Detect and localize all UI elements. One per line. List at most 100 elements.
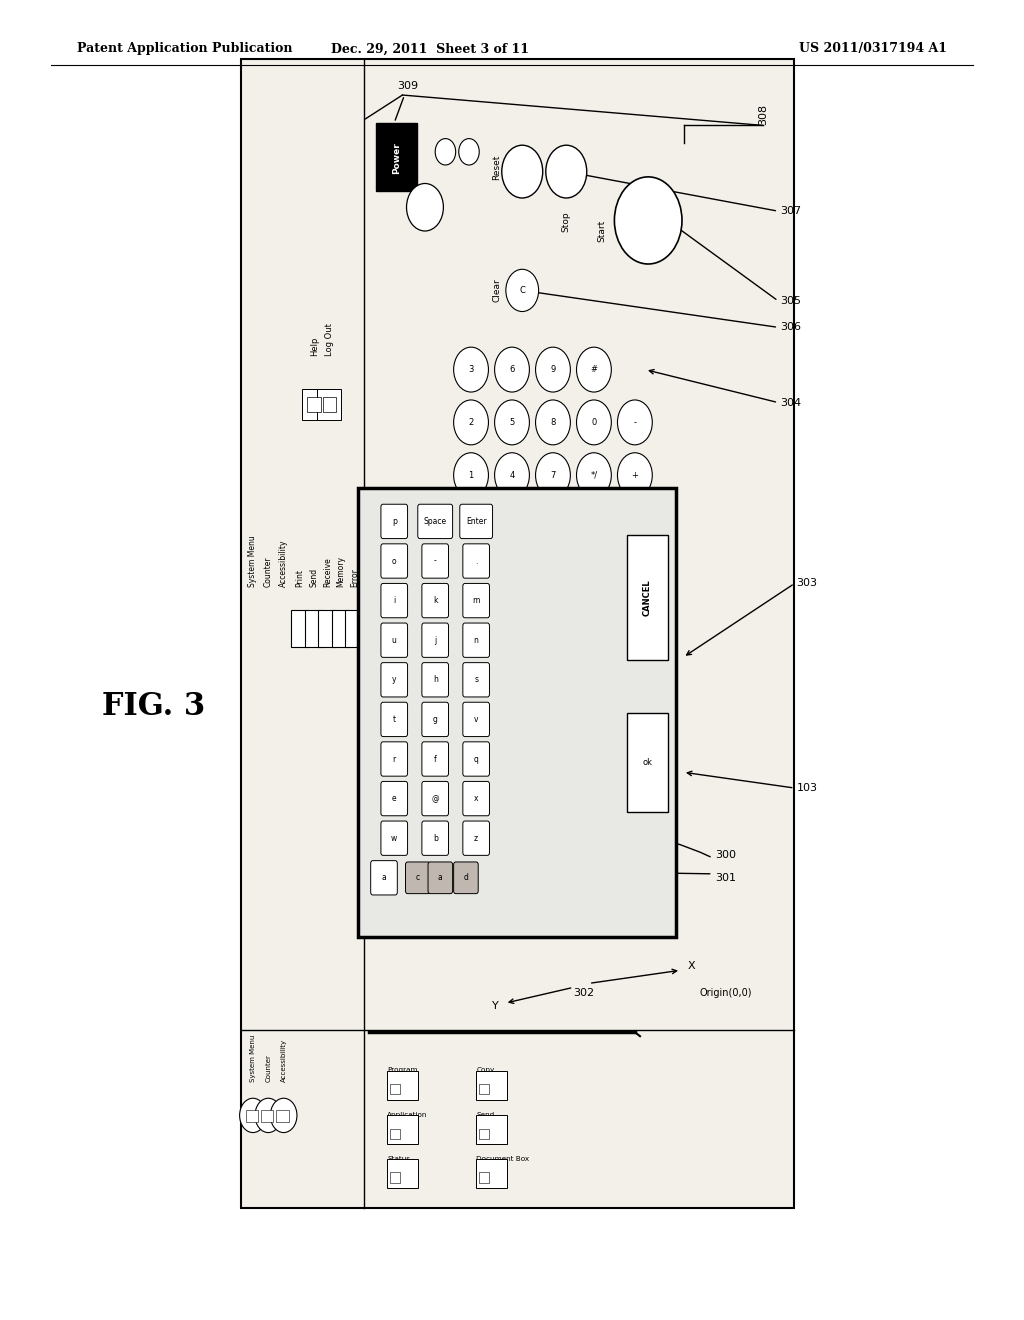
Text: Accessibility: Accessibility bbox=[281, 1039, 287, 1082]
Text: i: i bbox=[393, 597, 395, 605]
Text: 6: 6 bbox=[509, 366, 515, 374]
Bar bbox=[307, 397, 321, 412]
Text: Clear: Clear bbox=[493, 279, 501, 302]
Text: Help: Help bbox=[310, 337, 318, 356]
Text: b: b bbox=[433, 834, 437, 842]
Text: Status: Status bbox=[387, 1155, 411, 1162]
Circle shape bbox=[617, 400, 652, 445]
Bar bbox=[627, 535, 668, 660]
Circle shape bbox=[435, 139, 456, 165]
Text: 2: 2 bbox=[468, 418, 474, 426]
FancyBboxPatch shape bbox=[463, 544, 489, 578]
Text: x: x bbox=[474, 795, 478, 803]
Circle shape bbox=[454, 347, 488, 392]
FancyBboxPatch shape bbox=[381, 583, 408, 618]
FancyBboxPatch shape bbox=[422, 583, 449, 618]
Text: t: t bbox=[392, 715, 396, 723]
Text: Program: Program bbox=[387, 1067, 418, 1073]
FancyBboxPatch shape bbox=[381, 742, 408, 776]
Text: Enter: Enter bbox=[466, 517, 486, 525]
Circle shape bbox=[270, 1098, 297, 1133]
Text: f: f bbox=[434, 755, 436, 763]
Circle shape bbox=[536, 400, 570, 445]
Text: o: o bbox=[392, 557, 396, 565]
Text: 308: 308 bbox=[758, 104, 768, 125]
Text: m: m bbox=[472, 597, 480, 605]
Text: q: q bbox=[474, 755, 478, 763]
Text: k: k bbox=[433, 597, 437, 605]
Bar bbox=[390, 1172, 400, 1183]
Bar bbox=[246, 1110, 258, 1122]
FancyBboxPatch shape bbox=[422, 742, 449, 776]
Bar bbox=[276, 1110, 289, 1122]
Bar bbox=[476, 1159, 507, 1188]
Circle shape bbox=[407, 183, 443, 231]
Bar bbox=[390, 1129, 400, 1139]
Text: Start: Start bbox=[598, 220, 606, 242]
Circle shape bbox=[454, 400, 488, 445]
Bar bbox=[317, 389, 341, 420]
Text: Origin(0,0): Origin(0,0) bbox=[699, 987, 752, 998]
Text: 4: 4 bbox=[509, 471, 515, 479]
FancyBboxPatch shape bbox=[381, 663, 408, 697]
Circle shape bbox=[495, 400, 529, 445]
Text: 3: 3 bbox=[468, 366, 474, 374]
Bar bbox=[345, 610, 362, 647]
Text: n: n bbox=[474, 636, 478, 644]
Bar bbox=[627, 713, 668, 812]
FancyBboxPatch shape bbox=[381, 544, 408, 578]
Text: 8: 8 bbox=[550, 418, 556, 426]
Text: 301: 301 bbox=[715, 873, 736, 883]
Text: Send: Send bbox=[310, 569, 318, 587]
Text: #: # bbox=[591, 366, 597, 374]
FancyBboxPatch shape bbox=[418, 504, 453, 539]
Text: y: y bbox=[392, 676, 396, 684]
Bar bbox=[476, 1115, 507, 1144]
Text: CANCEL: CANCEL bbox=[643, 579, 651, 615]
Bar bbox=[479, 1084, 489, 1094]
Text: Dec. 29, 2011  Sheet 3 of 11: Dec. 29, 2011 Sheet 3 of 11 bbox=[331, 42, 529, 55]
Circle shape bbox=[577, 347, 611, 392]
Bar bbox=[476, 1071, 507, 1100]
Text: u: u bbox=[392, 636, 396, 644]
Text: Copy: Copy bbox=[476, 1067, 495, 1073]
Bar bbox=[387, 1159, 418, 1188]
Text: 1: 1 bbox=[468, 471, 474, 479]
Text: Receive: Receive bbox=[324, 557, 332, 587]
Bar bbox=[390, 1084, 400, 1094]
Text: z: z bbox=[474, 834, 478, 842]
Text: @: @ bbox=[431, 795, 439, 803]
Text: Power: Power bbox=[392, 143, 400, 174]
Text: -: - bbox=[434, 557, 436, 565]
FancyBboxPatch shape bbox=[422, 663, 449, 697]
FancyBboxPatch shape bbox=[463, 742, 489, 776]
Circle shape bbox=[536, 453, 570, 498]
Text: C: C bbox=[519, 286, 525, 294]
FancyBboxPatch shape bbox=[428, 862, 453, 894]
Text: Send: Send bbox=[476, 1111, 495, 1118]
Bar bbox=[241, 59, 794, 1208]
FancyBboxPatch shape bbox=[371, 861, 397, 895]
Text: -: - bbox=[634, 418, 636, 426]
FancyBboxPatch shape bbox=[422, 623, 449, 657]
FancyBboxPatch shape bbox=[463, 663, 489, 697]
Text: a: a bbox=[438, 874, 442, 882]
Text: s: s bbox=[474, 676, 478, 684]
Bar bbox=[479, 1129, 489, 1139]
Text: 9: 9 bbox=[550, 366, 556, 374]
Text: 306: 306 bbox=[780, 322, 802, 333]
Text: 304: 304 bbox=[780, 397, 802, 408]
FancyBboxPatch shape bbox=[460, 504, 493, 539]
Circle shape bbox=[240, 1098, 266, 1133]
Text: j: j bbox=[434, 636, 436, 644]
Bar bbox=[318, 610, 336, 647]
Text: Y: Y bbox=[492, 1001, 499, 1011]
Bar bbox=[323, 397, 336, 412]
FancyBboxPatch shape bbox=[463, 781, 489, 816]
Bar bbox=[302, 389, 326, 420]
Bar bbox=[387, 1071, 418, 1100]
Bar bbox=[291, 610, 308, 647]
FancyBboxPatch shape bbox=[381, 821, 408, 855]
Text: Stop: Stop bbox=[562, 211, 570, 232]
Text: r: r bbox=[392, 755, 396, 763]
